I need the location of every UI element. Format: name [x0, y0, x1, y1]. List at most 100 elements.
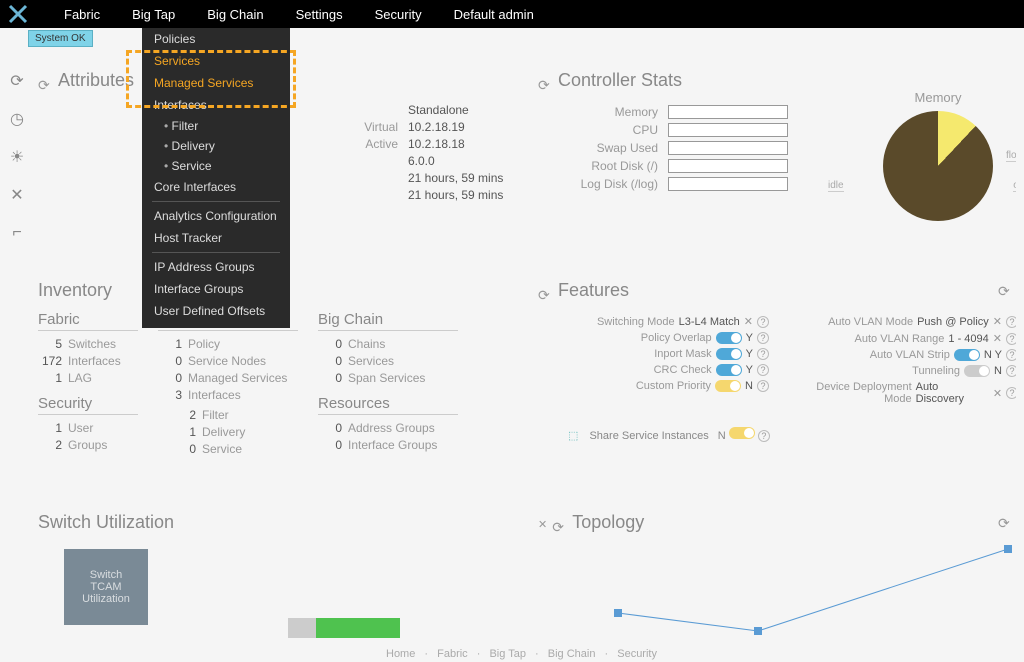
wrench-icon[interactable]: ✕: [993, 315, 1002, 328]
help-icon[interactable]: ?: [1006, 316, 1016, 328]
inv-label: Span Services: [348, 371, 425, 385]
toggle[interactable]: [954, 349, 980, 361]
inv-count: 0: [318, 354, 348, 368]
su-box-line: Utilization: [64, 593, 148, 605]
attr-label: [288, 171, 408, 185]
wrench-icon[interactable]: ✕: [993, 332, 1002, 345]
feature-value: N Y: [984, 349, 1002, 361]
pie-label-other: other: [1013, 180, 1016, 192]
dd-ip-groups[interactable]: IP Address Groups: [142, 256, 290, 278]
dd-core-interfaces[interactable]: Core Interfaces: [142, 176, 290, 198]
dd-managed-services[interactable]: Managed Services: [142, 72, 290, 94]
dd-iface-groups[interactable]: Interface Groups: [142, 278, 290, 300]
attr-val: 21 hours, 59 mins: [408, 171, 503, 185]
switch-tcam-box[interactable]: Switch TCAM Utilization: [64, 549, 148, 625]
attr-label: Virtual: [288, 120, 408, 134]
wrench-icon[interactable]: ✕: [744, 315, 753, 328]
refresh-icon[interactable]: [38, 74, 52, 88]
wrench-icon[interactable]: ✕: [538, 519, 547, 531]
crumb[interactable]: Big Tap: [489, 648, 526, 660]
sun-icon[interactable]: ☀: [6, 146, 28, 168]
status-badge: System OK: [28, 30, 93, 47]
refresh-icon[interactable]: [538, 74, 552, 88]
attr-val: 10.2.18.18: [408, 137, 465, 151]
inv-bigchain-title: Big Chain: [318, 311, 458, 331]
breadcrumb: Home · Fabric · Big Tap · Big Chain · Se…: [380, 648, 663, 660]
paint-icon[interactable]: ⌐: [6, 222, 28, 244]
pie-label-idle: idle: [828, 180, 844, 192]
help-icon[interactable]: ?: [1006, 349, 1016, 361]
wrench-icon[interactable]: ✕: [993, 387, 1002, 400]
help-icon[interactable]: ?: [758, 430, 770, 442]
stats-title: Controller Stats: [558, 70, 682, 90]
crumb[interactable]: Security: [617, 648, 657, 660]
tools-icon[interactable]: ✕: [6, 184, 28, 206]
dd-services[interactable]: Services: [142, 50, 290, 72]
toggle[interactable]: [716, 364, 742, 376]
inv-count: 1: [38, 371, 68, 385]
refresh-icon[interactable]: [998, 280, 1012, 294]
clock-icon[interactable]: ◷: [6, 108, 28, 130]
dd-analytics[interactable]: Analytics Configuration: [142, 205, 290, 227]
inv-count: 0: [158, 354, 188, 368]
share-toggle[interactable]: [729, 427, 755, 439]
inv-label: Interface Groups: [348, 438, 437, 452]
feature-label: Tunneling: [912, 365, 960, 377]
stat-label: Memory: [538, 105, 668, 119]
nav-bigchain[interactable]: Big Chain: [191, 7, 279, 22]
dd-service[interactable]: Service: [142, 156, 290, 176]
nav-bigtap[interactable]: Big Tap: [116, 7, 191, 22]
help-icon[interactable]: ?: [757, 332, 769, 344]
feature-label: Auto VLAN Strip: [870, 349, 950, 361]
dd-policies[interactable]: Policies: [142, 28, 290, 50]
toggle[interactable]: [716, 332, 742, 344]
inv-count: 1: [38, 421, 68, 435]
stat-bar: [668, 141, 788, 155]
utilization-bars: [288, 618, 400, 638]
toggle[interactable]: [715, 380, 741, 392]
nav-admin[interactable]: Default admin: [438, 7, 550, 22]
inv-label: Groups: [68, 438, 107, 452]
nav-settings[interactable]: Settings: [280, 7, 359, 22]
dd-user-offsets[interactable]: User Defined Offsets: [142, 300, 290, 322]
help-icon[interactable]: ?: [1006, 365, 1016, 377]
toggle[interactable]: [964, 365, 990, 377]
inv-label: Interfaces: [188, 388, 241, 402]
stat-label: Swap Used: [538, 141, 668, 155]
su-box-line: Switch: [64, 569, 148, 581]
crumb[interactable]: Big Chain: [548, 648, 596, 660]
switch-utilization-panel: Switch Utilization Switch TCAM Utilizati…: [38, 512, 498, 625]
inv-count: 0: [318, 371, 348, 385]
inv-label: Filter: [202, 408, 229, 422]
dd-filter[interactable]: Filter: [142, 116, 290, 136]
inv-label: Managed Services: [188, 371, 287, 385]
help-icon[interactable]: ?: [1006, 387, 1016, 399]
feature-value: Auto Discovery: [916, 381, 989, 405]
inv-label: Interfaces: [68, 354, 121, 368]
help-icon[interactable]: ?: [757, 316, 769, 328]
attr-label: Active: [288, 137, 408, 151]
nav-security[interactable]: Security: [359, 7, 438, 22]
help-icon[interactable]: ?: [757, 364, 769, 376]
toggle[interactable]: [716, 348, 742, 360]
refresh-icon[interactable]: [552, 516, 566, 530]
inv-label: Policy: [188, 337, 220, 351]
pie-label-floodlight: floodlight: [1006, 150, 1016, 162]
help-icon[interactable]: ?: [757, 348, 769, 360]
nav-fabric[interactable]: Fabric: [48, 7, 116, 22]
refresh-icon[interactable]: ⟳: [6, 70, 28, 92]
dd-interfaces[interactable]: Interfaces: [142, 94, 290, 116]
help-icon[interactable]: ?: [757, 380, 769, 392]
help-icon[interactable]: ?: [1006, 333, 1016, 345]
dd-host-tracker[interactable]: Host Tracker: [142, 227, 290, 249]
crumb[interactable]: Fabric: [437, 648, 468, 660]
crumb[interactable]: Home: [386, 648, 415, 660]
topology-graph[interactable]: [538, 543, 1016, 653]
inv-count: 5: [38, 337, 68, 351]
stat-bar: [668, 159, 788, 173]
refresh-icon[interactable]: [538, 284, 552, 298]
dd-delivery[interactable]: Delivery: [142, 136, 290, 156]
inv-count: 0: [158, 371, 188, 385]
stat-bar: [668, 105, 788, 119]
refresh-icon[interactable]: [998, 512, 1012, 526]
